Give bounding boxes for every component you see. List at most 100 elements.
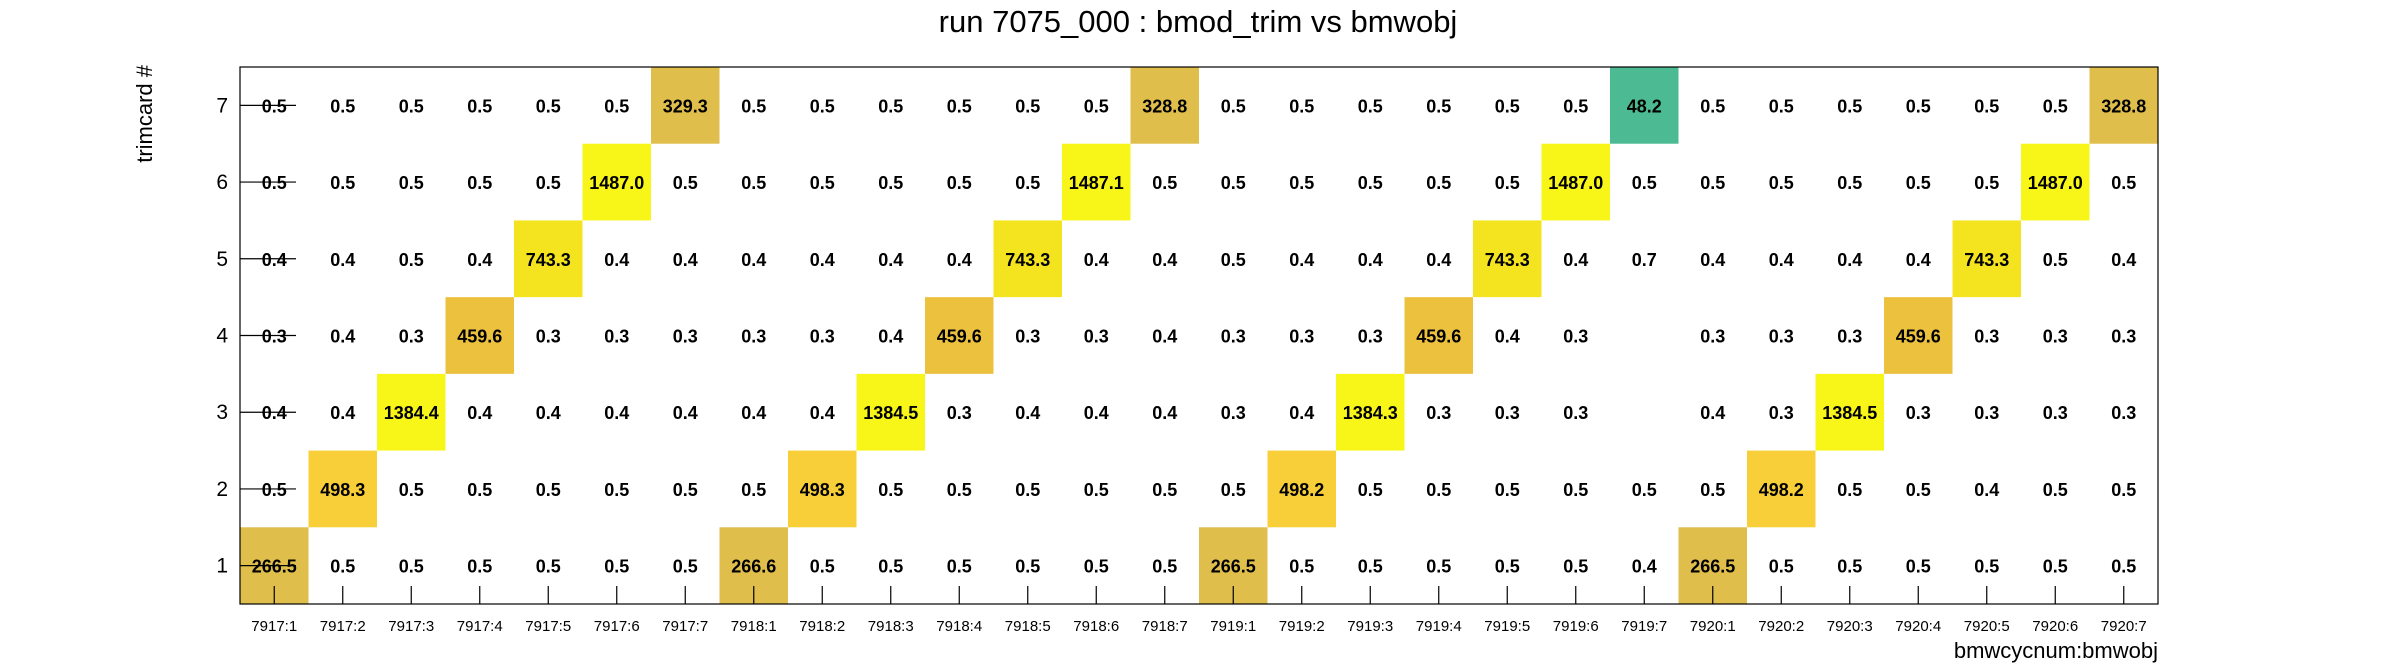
heatmap-cell xyxy=(993,220,1062,298)
cell-value-label: 743.3 xyxy=(1964,250,2009,270)
x-tick-label: 7920:2 xyxy=(1758,618,1804,635)
cell-value-label: 0.5 xyxy=(1906,173,1931,193)
cell-value-label: 0.5 xyxy=(810,96,835,116)
cell-value-label: 459.6 xyxy=(457,327,502,347)
cell-value-label: 0.5 xyxy=(1015,96,1040,116)
cell-value-label: 1384.5 xyxy=(863,403,918,423)
cell-value-label: 0.5 xyxy=(262,480,287,500)
cell-value-label: 0.5 xyxy=(1358,480,1383,500)
heatmap-cell xyxy=(1336,373,1405,451)
cell-value-label: 498.3 xyxy=(320,480,365,500)
cell-value-label: 0.4 xyxy=(1426,250,1451,270)
cell-value-label: 0.5 xyxy=(1769,173,1794,193)
cell-value-label: 0.5 xyxy=(1221,250,1246,270)
cell-value-label: 0.5 xyxy=(1015,557,1040,577)
cell-value-label: 266.6 xyxy=(731,557,776,577)
cell-value-label: 0.5 xyxy=(673,480,698,500)
heatmap-cell xyxy=(2089,67,2158,144)
cell-value-label: 0.3 xyxy=(1084,327,1109,347)
x-tick-label: 7919:4 xyxy=(1416,618,1462,635)
x-tick-label: 7917:7 xyxy=(662,618,708,635)
cell-value-label: 0.5 xyxy=(262,173,287,193)
cell-value-label: 0.4 xyxy=(810,403,835,423)
cell-value-label: 0.5 xyxy=(1974,173,1999,193)
cell-value-label: 0.3 xyxy=(262,327,287,347)
cell-value-label: 0.5 xyxy=(536,173,561,193)
cell-value-label: 0.4 xyxy=(1015,403,1040,423)
cell-value-label: 0.3 xyxy=(1974,403,1999,423)
x-tick-label: 7920:1 xyxy=(1690,618,1736,635)
cell-value-label: 0.3 xyxy=(2043,327,2068,347)
cell-value-label: 743.3 xyxy=(1485,250,1530,270)
cell-value-label: 329.3 xyxy=(663,96,708,116)
cell-value-label: 0.5 xyxy=(467,557,492,577)
cell-value-label: 0.5 xyxy=(1358,96,1383,116)
heatmap-cell xyxy=(1610,67,1679,144)
cell-value-label: 0.5 xyxy=(1837,480,1862,500)
cell-value-label: 0.5 xyxy=(1700,96,1725,116)
cell-value-label: 0.3 xyxy=(1358,327,1383,347)
cell-value-label: 0.5 xyxy=(467,173,492,193)
x-tick-label: 7920:3 xyxy=(1827,618,1873,635)
x-tick-label: 7917:3 xyxy=(388,618,434,635)
cell-value-label: 0.4 xyxy=(741,403,766,423)
y-tick-label: 5 xyxy=(216,248,228,271)
cell-value-label: 0.5 xyxy=(2043,96,2068,116)
cell-value-label: 0.4 xyxy=(467,403,492,423)
y-tick-label: 3 xyxy=(216,401,228,424)
x-tick-label: 7919:2 xyxy=(1279,618,1325,635)
cell-value-label: 0.5 xyxy=(1358,173,1383,193)
cell-value-label: 0.4 xyxy=(1084,403,1109,423)
cell-value-label: 0.5 xyxy=(1221,480,1246,500)
x-tick-label: 7918:3 xyxy=(868,618,914,635)
heatmap-cell xyxy=(1062,143,1131,221)
x-tick-label: 7919:7 xyxy=(1621,618,1667,635)
heatmap-cell xyxy=(1473,220,1542,298)
x-tick-label: 7917:6 xyxy=(594,618,640,635)
cell-value-label: 498.2 xyxy=(1279,480,1324,500)
y-tick-label: 1 xyxy=(216,555,228,578)
x-tick-label: 7920:5 xyxy=(1964,618,2010,635)
plot-frame xyxy=(239,66,2159,605)
cell-value-label: 0.5 xyxy=(1289,173,1314,193)
y-tick-label: 2 xyxy=(216,478,228,501)
cell-value-label: 48.2 xyxy=(1627,96,1662,116)
heatmap-cell xyxy=(651,67,720,144)
cell-value-label: 0.5 xyxy=(673,173,698,193)
cell-value-label: 0.3 xyxy=(1563,403,1588,423)
cell-value-label: 0.5 xyxy=(399,480,424,500)
cell-value-label: 743.3 xyxy=(1005,250,1050,270)
x-tick-label: 7918:1 xyxy=(731,618,777,635)
cell-value-label: 0.3 xyxy=(1015,327,1040,347)
cell-value-label: 0.5 xyxy=(1700,173,1725,193)
cell-value-label: 0.5 xyxy=(1495,480,1520,500)
cell-value-label: 0.3 xyxy=(1700,327,1725,347)
heatmap-cell xyxy=(1404,297,1473,374)
cell-value-label: 0.5 xyxy=(1974,96,1999,116)
cell-value-label: 1384.3 xyxy=(1343,403,1398,423)
cell-value-label: 0.5 xyxy=(1221,173,1246,193)
cell-value-label: 0.5 xyxy=(673,557,698,577)
cell-value-label: 0.5 xyxy=(1563,480,1588,500)
x-tick-label: 7917:2 xyxy=(320,618,366,635)
cell-value-label: 0.5 xyxy=(810,173,835,193)
cell-value-label: 0.5 xyxy=(2043,250,2068,270)
cell-value-label: 0.4 xyxy=(330,327,355,347)
cell-value-label: 1487.0 xyxy=(1548,173,1603,193)
cell-value-label: 0.5 xyxy=(1426,96,1451,116)
cell-value-label: 0.5 xyxy=(1289,557,1314,577)
heatmap-cells xyxy=(240,67,2158,604)
heatmap-cell xyxy=(445,297,514,374)
cell-value-label: 0.3 xyxy=(1426,403,1451,423)
heatmap-cell xyxy=(1541,143,1610,221)
heatmap-cell xyxy=(2021,143,2090,221)
cell-value-label: 0.5 xyxy=(1426,173,1451,193)
cell-value-label: 0.5 xyxy=(1084,96,1109,116)
cell-value-label: 266.5 xyxy=(1211,557,1256,577)
cell-value-label: 0.3 xyxy=(741,327,766,347)
cell-value-label: 0.4 xyxy=(1906,250,1931,270)
heatmap-cell xyxy=(856,373,925,451)
x-tick-label: 7919:3 xyxy=(1347,618,1393,635)
cell-value-label: 1487.0 xyxy=(2028,173,2083,193)
x-tick-label: 7918:2 xyxy=(799,618,845,635)
